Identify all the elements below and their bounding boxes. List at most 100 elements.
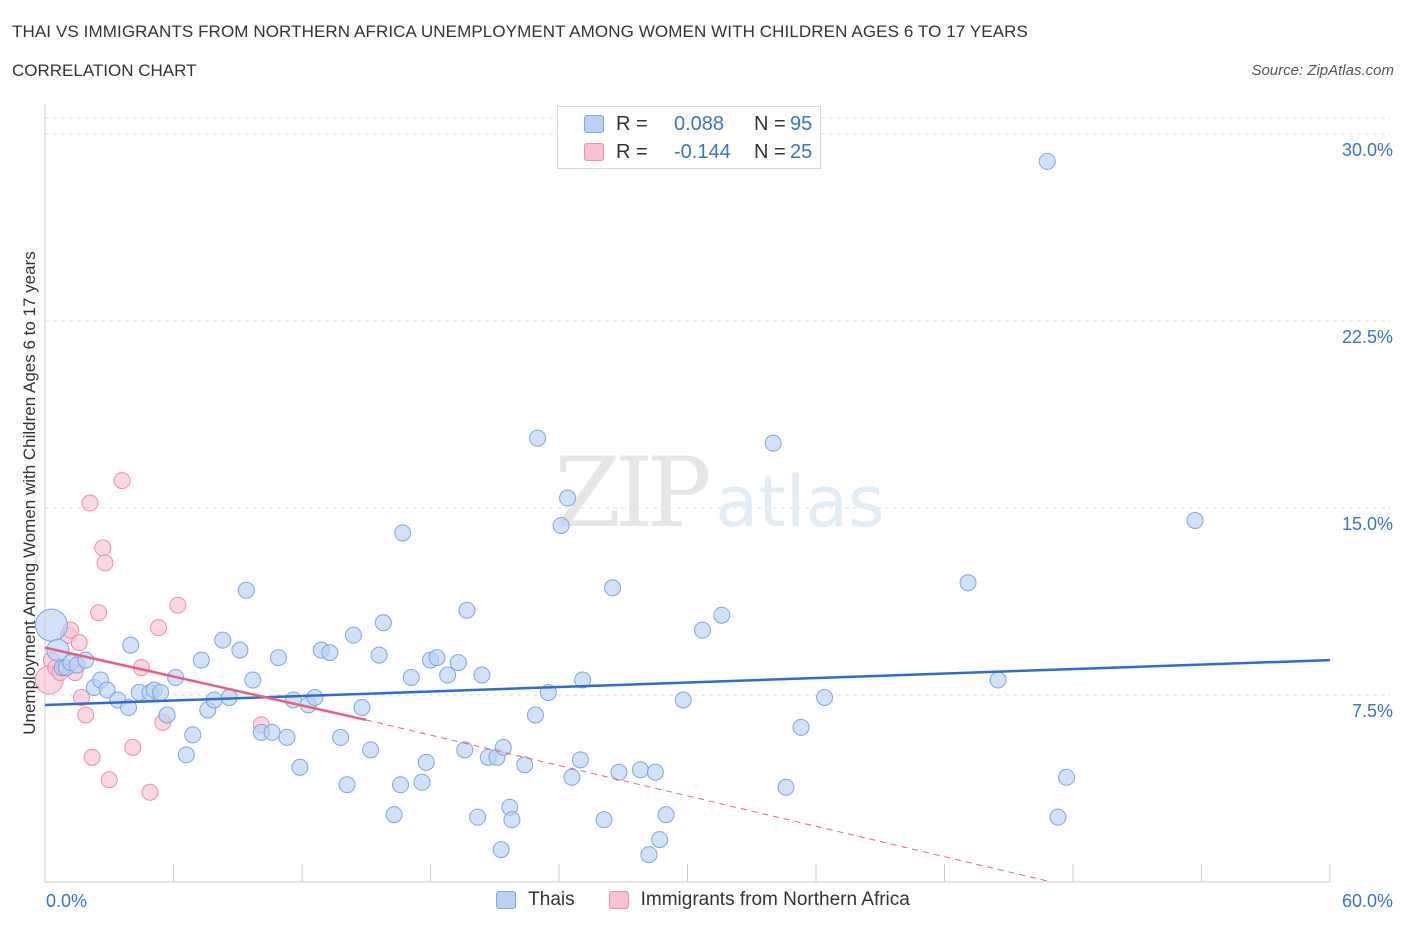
data-point-thais bbox=[122, 636, 140, 654]
data-point-thais bbox=[651, 831, 669, 849]
data-point-thais bbox=[214, 631, 232, 649]
watermark-zip: ZIP bbox=[554, 437, 709, 549]
chart-title: THAI VS IMMIGRANTS FROM NORTHERN AFRICA … bbox=[12, 22, 1028, 41]
data-point-thais bbox=[640, 846, 658, 864]
legend-r-label: R = bbox=[616, 140, 648, 163]
y-tick-label: 7.5% bbox=[1351, 701, 1393, 721]
data-point-thais bbox=[571, 751, 589, 769]
data-point-naf bbox=[169, 596, 187, 614]
data-point-thais bbox=[370, 646, 388, 664]
data-point-thais bbox=[192, 651, 210, 669]
data-point-thais bbox=[456, 741, 474, 759]
data-point-thais bbox=[503, 811, 521, 829]
data-point-thais bbox=[473, 666, 491, 684]
data-point-thais bbox=[449, 654, 467, 672]
watermark-atlas: atlas bbox=[715, 461, 884, 543]
trend-line-naf bbox=[366, 719, 1052, 883]
data-point-thais bbox=[98, 681, 116, 699]
data-point-thais bbox=[1049, 808, 1067, 826]
legend-item-thais[interactable]: Thais bbox=[496, 889, 575, 911]
x-tick-label-max: 60.0% bbox=[1341, 891, 1393, 911]
data-point-thais bbox=[559, 489, 577, 507]
data-point-naf bbox=[83, 748, 101, 766]
data-point-thais bbox=[1038, 152, 1056, 170]
data-point-thais bbox=[552, 516, 570, 534]
data-point-thais bbox=[713, 606, 731, 624]
data-point-thais bbox=[516, 756, 534, 774]
data-point-naf bbox=[94, 539, 112, 557]
data-point-thais bbox=[959, 574, 977, 592]
data-point-naf bbox=[77, 706, 95, 724]
data-point-thais bbox=[1186, 511, 1204, 529]
data-point-thais bbox=[332, 728, 350, 746]
data-point-thais bbox=[631, 761, 649, 779]
data-point-thais bbox=[244, 671, 262, 689]
data-point-thais bbox=[693, 621, 711, 639]
data-point-naf bbox=[100, 771, 118, 789]
data-point-thais bbox=[526, 706, 544, 724]
correlation-legend: R = 0.088 N = 95 R = -0.144 N = 25 bbox=[557, 106, 821, 169]
trend-lines bbox=[44, 646, 1331, 883]
legend-n-value: 95 bbox=[790, 112, 813, 135]
data-point-thais bbox=[604, 579, 622, 597]
legend-n-label: N = bbox=[754, 140, 786, 163]
legend-r-value: -0.144 bbox=[674, 140, 731, 163]
data-point-naf bbox=[141, 783, 159, 801]
source-label: Source: ZipAtlas.com bbox=[1251, 62, 1394, 79]
legend-swatch-thais bbox=[584, 115, 604, 133]
data-point-thais bbox=[563, 768, 581, 786]
data-point-thais bbox=[34, 608, 68, 642]
data-point-thais bbox=[353, 698, 371, 716]
data-point-thais bbox=[989, 671, 1007, 689]
data-point-thais bbox=[674, 691, 692, 709]
legend-r-label: R = bbox=[616, 112, 648, 135]
data-point-thais bbox=[321, 644, 339, 662]
data-point-thais bbox=[291, 758, 309, 776]
legend-n-value: 25 bbox=[790, 140, 813, 163]
data-point-thais bbox=[458, 601, 476, 619]
data-point-naf bbox=[96, 554, 114, 572]
data-point-thais bbox=[428, 649, 446, 667]
data-point-naf bbox=[150, 619, 168, 637]
data-point-thais bbox=[492, 841, 510, 859]
data-point-thais bbox=[574, 671, 592, 689]
legend-row-thais: R = 0.088 N = 95 bbox=[584, 112, 812, 136]
data-point-thais bbox=[764, 434, 782, 452]
legend-n-label: N = bbox=[754, 112, 786, 135]
data-point-thais bbox=[413, 773, 431, 791]
data-point-thais bbox=[158, 706, 176, 724]
legend-label-naf: Immigrants from Northern Africa bbox=[640, 889, 910, 910]
data-point-naf bbox=[70, 634, 88, 652]
legend-swatch-naf bbox=[608, 891, 629, 909]
data-point-thais bbox=[120, 698, 138, 716]
data-points bbox=[34, 152, 1204, 864]
data-point-naf bbox=[72, 688, 90, 706]
data-point-thais bbox=[338, 776, 356, 794]
data-point-thais bbox=[278, 728, 296, 746]
legend-label-thais: Thais bbox=[528, 889, 575, 910]
legend-swatch-thais bbox=[496, 891, 517, 909]
trend-line-naf bbox=[44, 646, 367, 722]
data-point-thais bbox=[646, 763, 664, 781]
trend-line-thais bbox=[44, 658, 1331, 707]
y-tick-label: 15.0% bbox=[1341, 514, 1393, 534]
data-point-naf bbox=[113, 472, 131, 490]
data-point-thais bbox=[610, 763, 628, 781]
data-point-thais bbox=[385, 806, 403, 824]
y-axis-label: Unemployment Among Women with Children A… bbox=[20, 251, 39, 735]
data-point-thais bbox=[374, 614, 392, 632]
data-point-thais bbox=[529, 429, 547, 447]
data-point-thais bbox=[152, 684, 170, 702]
data-point-thais bbox=[344, 626, 362, 644]
data-point-naf bbox=[90, 604, 108, 622]
data-point-thais bbox=[439, 666, 457, 684]
data-point-thais bbox=[417, 753, 435, 771]
series-legend: Thais Immigrants from Northern Africa bbox=[0, 889, 1406, 911]
legend-item-naf[interactable]: Immigrants from Northern Africa bbox=[608, 889, 910, 911]
data-point-thais bbox=[306, 688, 324, 706]
y-tick-label: 30.0% bbox=[1341, 140, 1393, 160]
data-point-thais bbox=[595, 811, 613, 829]
data-point-thais bbox=[269, 649, 287, 667]
data-point-thais bbox=[816, 688, 834, 706]
chart-subtitle: CORRELATION CHART bbox=[12, 61, 197, 80]
